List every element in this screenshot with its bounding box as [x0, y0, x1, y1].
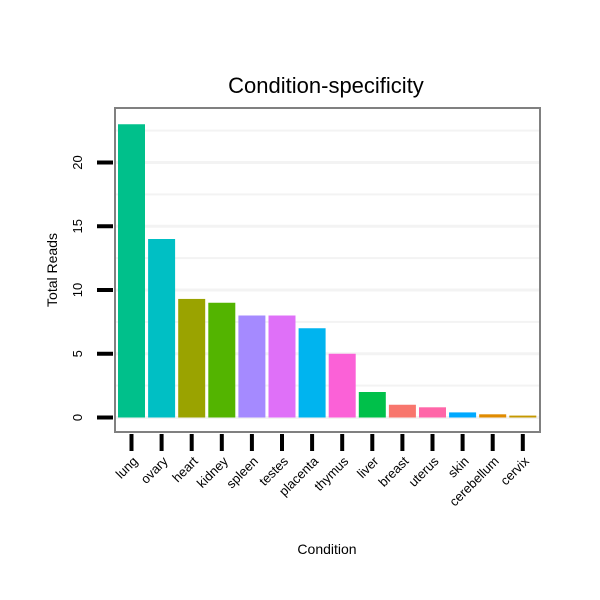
bar-heart: [178, 298, 206, 418]
bar-breast: [388, 404, 416, 418]
bar-cervix: [509, 415, 537, 418]
x-axis: lungovaryheartkidneyspleentestesplacenta…: [113, 434, 532, 509]
bar-cerebellum: [479, 414, 507, 418]
bar-testes: [268, 315, 296, 418]
x-tick-label-spleen: spleen: [223, 454, 261, 492]
bar-kidney: [208, 302, 236, 418]
y-tick-label: 20: [70, 155, 85, 169]
bar-ovary: [148, 239, 176, 418]
y-tick-label: 15: [70, 219, 85, 233]
bar-skin: [449, 412, 477, 418]
x-tick-label-thymus: thymus: [311, 453, 352, 494]
y-axis: 0 5 10 15 20: [70, 155, 113, 421]
y-tick-label: 5: [70, 350, 85, 357]
bars: [118, 124, 537, 418]
x-tick-label-lung: lung: [113, 454, 141, 482]
chart-title: Condition-specificity: [228, 73, 424, 98]
y-tick-label: 0: [70, 414, 85, 421]
bar-uterus: [419, 407, 446, 418]
x-tick-label-kidney: kidney: [194, 453, 232, 491]
bar-lung: [118, 124, 145, 418]
x-tick-label-cervix: cervix: [497, 453, 532, 488]
x-tick-label-breast: breast: [375, 453, 411, 489]
plot-frame: [114, 107, 541, 433]
y-tick-label: 10: [70, 283, 85, 297]
bar-liver: [358, 392, 386, 418]
y-axis-label: Total Reads: [44, 233, 60, 307]
bar-thymus: [328, 353, 356, 418]
x-tick-label-ovary: ovary: [138, 453, 171, 486]
bar-spleen: [238, 315, 266, 418]
x-axis-label: Condition: [297, 541, 356, 557]
x-tick-label-uterus: uterus: [405, 453, 442, 490]
bar-placenta: [298, 328, 326, 418]
